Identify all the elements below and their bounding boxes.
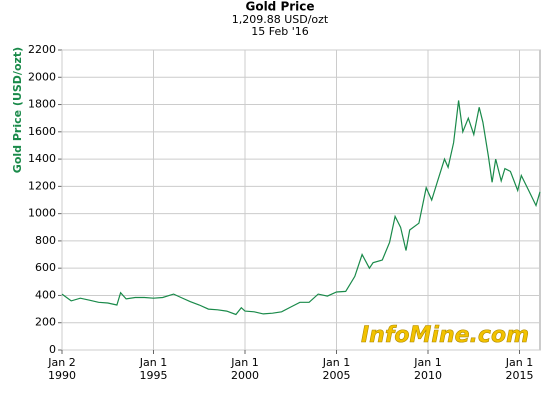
y-tick-label: 200 xyxy=(35,316,56,329)
watermark: InfoMine.com xyxy=(361,323,529,348)
y-axis-label: Gold Price (USD/ozt) xyxy=(11,47,24,173)
x-tick-label: Jan 1 xyxy=(413,356,441,369)
x-tick-label: Jan 1 xyxy=(139,356,167,369)
y-tick-label: 600 xyxy=(35,261,56,274)
chart-subtitle: 1,209.88 USD/ozt xyxy=(232,13,329,26)
x-tick-label: 2005 xyxy=(323,369,351,382)
chart-title: Gold Price xyxy=(245,0,314,14)
x-tick-label: Jan 1 xyxy=(322,356,350,369)
y-tick-label: 1800 xyxy=(28,98,56,111)
x-tick-label: 2000 xyxy=(231,369,259,382)
plot-area xyxy=(61,49,541,351)
price-line xyxy=(61,100,541,316)
y-tick-label: 1000 xyxy=(28,207,56,220)
x-tick-label: 2015 xyxy=(506,369,534,382)
y-tick-label: 2200 xyxy=(28,43,56,56)
y-tick-label: 1400 xyxy=(28,152,56,165)
y-tick-label: 2000 xyxy=(28,70,56,83)
y-tick-label: 1600 xyxy=(28,125,56,138)
x-tick-label: Jan 2 xyxy=(47,356,75,369)
x-tick-label: Jan 1 xyxy=(230,356,258,369)
y-tick-label: 400 xyxy=(35,288,56,301)
x-tick-label: 1990 xyxy=(48,369,76,382)
x-tick-label: 1995 xyxy=(140,369,168,382)
chart-date: 15 Feb '16 xyxy=(251,25,309,38)
x-tick-label: Jan 1 xyxy=(505,356,533,369)
y-tick-label: 0 xyxy=(49,343,56,356)
y-tick-label: 800 xyxy=(35,234,56,247)
x-tick-label: 2010 xyxy=(414,369,442,382)
y-tick-label: 1200 xyxy=(28,179,56,192)
